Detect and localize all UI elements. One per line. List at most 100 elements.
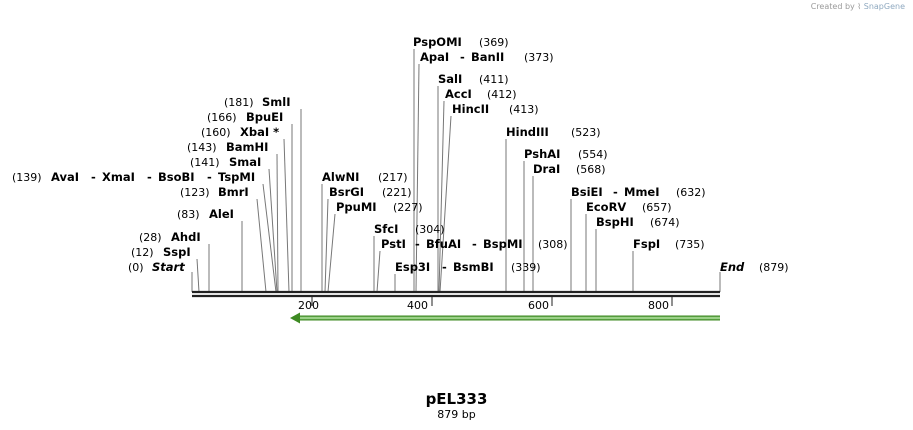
site-position: (674): [650, 216, 680, 229]
snapgene-logo-icon: ⌇: [857, 2, 862, 11]
site-position: (339): [511, 261, 541, 274]
site-position: (554): [578, 148, 608, 161]
site-name[interactable]: PshAI: [524, 147, 560, 161]
site-name[interactable]: AlwNI: [322, 170, 359, 184]
site-name[interactable]: Esp3I: [395, 260, 430, 274]
site-name[interactable]: AvaI: [51, 170, 79, 184]
site-name[interactable]: EcoRV: [586, 200, 626, 214]
site-position: (373): [524, 51, 554, 64]
site-name[interactable]: BfuAI: [426, 237, 461, 251]
ruler: 200 400 600 800: [298, 296, 673, 312]
site-name[interactable]: BanII: [471, 50, 504, 64]
site-separator: -: [147, 170, 152, 184]
ruler-label: 200: [298, 299, 319, 312]
site-name[interactable]: AhdI: [171, 230, 201, 244]
leader-apai: [415, 63, 420, 293]
site-position: (657): [642, 201, 672, 214]
site-position: (143): [187, 141, 217, 154]
site-position: (304): [415, 223, 445, 236]
site-name[interactable]: BsiEI: [571, 185, 603, 199]
site-position: (160): [201, 126, 231, 139]
site-name[interactable]: SmaI: [229, 155, 261, 169]
site-name[interactable]: BsoBI: [158, 170, 195, 184]
site-name[interactable]: SfcI: [374, 222, 398, 236]
credit-brand: SnapGene: [863, 2, 905, 11]
site-name[interactable]: XmaI: [102, 170, 135, 184]
site-position: (123): [180, 186, 210, 199]
site-position: (369): [479, 36, 509, 49]
site-position: (0): [128, 261, 144, 274]
site-labels: PspOMI (369) ApaI - BanII (373) SalI (41…: [12, 35, 789, 274]
site-name[interactable]: XbaI *: [240, 125, 279, 139]
site-name[interactable]: BsmBI: [453, 260, 494, 274]
snapgene-credit: Created by ⌇ SnapGene: [811, 2, 905, 11]
leader-acci: [438, 100, 445, 293]
site-name[interactable]: BspHI: [596, 215, 634, 229]
site-name[interactable]: SmlI: [262, 95, 291, 109]
credit-prefix: Created by: [810, 2, 855, 11]
feature-arrow[interactable]: [290, 312, 720, 324]
feature-arrow-head-icon: [290, 312, 300, 324]
site-position: (412): [487, 88, 517, 101]
leader-bmri: [256, 198, 267, 293]
ruler-label: 800: [648, 299, 669, 312]
plasmid-name: pEL333: [425, 390, 488, 408]
leader-hincii: [439, 115, 452, 293]
leader-ppumi: [327, 213, 336, 293]
site-position: (221): [382, 186, 412, 199]
leader-bamhi: [276, 153, 279, 293]
ruler-label: 600: [528, 299, 549, 312]
site-name[interactable]: DraI: [533, 162, 560, 176]
site-name[interactable]: ApaI: [420, 50, 449, 64]
site-name[interactable]: BsrGI: [329, 185, 364, 199]
site-position: (413): [509, 103, 539, 116]
site-position: (523): [571, 126, 601, 139]
site-name[interactable]: HincII: [452, 102, 489, 116]
leader-avai: [262, 183, 277, 293]
leader-psti: [376, 250, 381, 293]
site-position: (632): [676, 186, 706, 199]
site-name[interactable]: Start: [152, 260, 185, 274]
site-name[interactable]: PpuMI: [336, 200, 377, 214]
leader-lines: [191, 49, 721, 293]
site-name[interactable]: BpuEI: [246, 110, 283, 124]
site-name[interactable]: BspMI: [483, 237, 523, 251]
site-separator: -: [472, 237, 477, 251]
site-separator: -: [460, 50, 465, 64]
site-position: (12): [131, 246, 154, 259]
site-name[interactable]: AccI: [445, 87, 472, 101]
site-position: (735): [675, 238, 705, 251]
site-name[interactable]: HindIII: [506, 125, 549, 139]
site-position: (181): [224, 96, 254, 109]
site-position: (139): [12, 171, 42, 184]
site-position: (217): [378, 171, 408, 184]
plasmid-size: 879 bp: [437, 408, 476, 421]
leader-xbai: [283, 138, 290, 293]
site-name[interactable]: PspOMI: [413, 35, 462, 49]
site-name[interactable]: SalI: [438, 72, 462, 86]
site-position: (227): [393, 201, 423, 214]
site-position: (308): [538, 238, 568, 251]
site-position: (879): [759, 261, 789, 274]
site-position: (28): [139, 231, 162, 244]
site-position: (166): [207, 111, 237, 124]
site-name[interactable]: SspI: [163, 245, 191, 259]
site-separator: -: [442, 260, 447, 274]
site-name[interactable]: BmrI: [218, 185, 249, 199]
site-position: (141): [190, 156, 220, 169]
site-name[interactable]: MmeI: [624, 185, 660, 199]
site-name[interactable]: AleI: [209, 207, 234, 221]
site-separator: -: [207, 170, 212, 184]
site-name[interactable]: End: [720, 260, 745, 274]
site-name[interactable]: TspMI: [218, 170, 255, 184]
site-name[interactable]: BamHI: [226, 140, 268, 154]
site-position: (83): [177, 208, 200, 221]
leader-smai: [268, 168, 278, 293]
leader-sspi: [196, 258, 200, 293]
leader-bsrgi: [324, 198, 329, 293]
site-name[interactable]: FspI: [633, 237, 660, 251]
site-separator: -: [415, 237, 420, 251]
site-position: (411): [479, 73, 509, 86]
site-name[interactable]: PstI: [381, 237, 406, 251]
